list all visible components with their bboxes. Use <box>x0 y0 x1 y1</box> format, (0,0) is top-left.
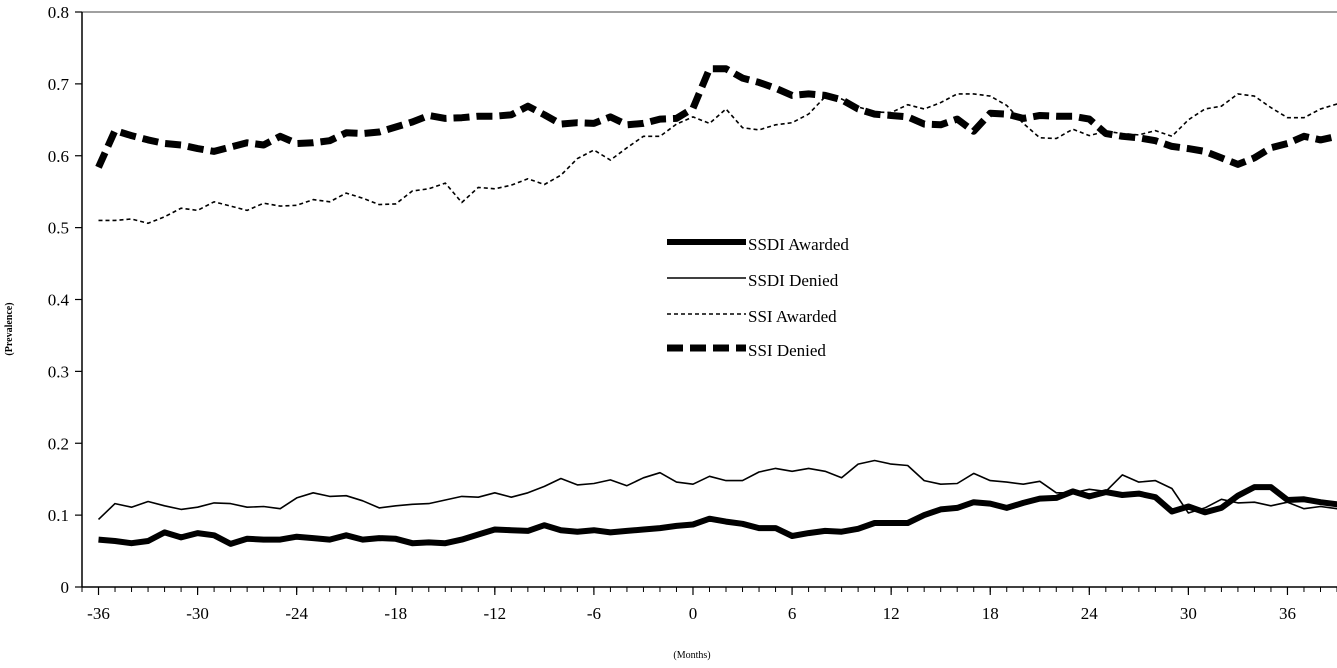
y-tick-label: 0.8 <box>48 3 69 22</box>
legend-label: SSI Awarded <box>748 307 837 326</box>
y-tick-label: 0.6 <box>48 147 69 166</box>
x-tick-label: 6 <box>788 604 797 623</box>
y-tick-label: 0.4 <box>48 291 70 310</box>
x-tick-label: 12 <box>883 604 900 623</box>
y-tick-label: 0.3 <box>48 362 69 381</box>
series-line-ssdi-denied <box>99 461 1337 520</box>
x-axis-label: (Months) <box>673 650 710 661</box>
legend-label: SSDI Denied <box>748 271 839 290</box>
series-line-ssi-denied <box>99 69 1337 168</box>
series-line-ssdi-awarded <box>99 487 1337 544</box>
y-tick-label: 0.2 <box>48 434 69 453</box>
legend-label: SSI Denied <box>748 341 826 360</box>
legend: SSDI Awarded SSDI Denied SSI Awarded SSI De… <box>630 225 860 375</box>
x-tick-label: 18 <box>982 604 999 623</box>
x-tick-label: 30 <box>1180 604 1197 623</box>
x-tick-label: -6 <box>587 604 601 623</box>
x-tick-label: -36 <box>87 604 110 623</box>
legend-label: SSDI Awarded <box>748 235 849 254</box>
y-tick-label: 0.7 <box>48 75 70 94</box>
x-tick-label: -12 <box>483 604 506 623</box>
series-line-ssi-awarded <box>99 94 1337 223</box>
y-axis-label: (Prevalence) <box>4 302 15 355</box>
x-tick-label: -24 <box>285 604 308 623</box>
x-tick-label: 36 <box>1279 604 1296 623</box>
y-tick-label: 0.1 <box>48 506 69 525</box>
y-tick-label: 0.5 <box>48 219 69 238</box>
y-tick-label: 0 <box>61 578 70 597</box>
x-tick-label: -30 <box>186 604 209 623</box>
x-tick-label: 0 <box>689 604 698 623</box>
x-tick-label: 24 <box>1081 604 1099 623</box>
x-tick-label: -18 <box>384 604 407 623</box>
